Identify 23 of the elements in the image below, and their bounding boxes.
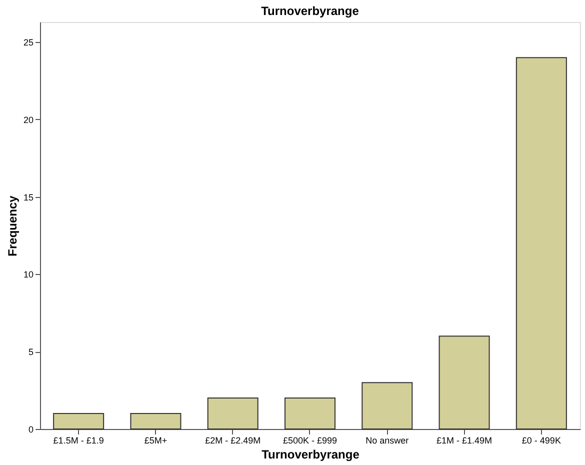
bar [130, 413, 182, 430]
x-tick-label: £0 - 499K [522, 436, 561, 446]
y-axis-title: Frequency [5, 195, 20, 256]
bar [516, 57, 567, 430]
x-axis-title: Turnoverbyrange [262, 448, 360, 462]
bar [284, 398, 336, 430]
x-tick-label: £2M - £2.49M [205, 436, 261, 446]
y-tick-label: 0 [28, 424, 34, 434]
x-tick-label: £1.5M - £1.9 [53, 436, 104, 446]
bar [207, 398, 258, 430]
bar [438, 336, 490, 430]
chart-title: Turnoverbyrange [261, 4, 360, 18]
bar [53, 413, 104, 430]
x-tick-label: £500K - £999 [282, 436, 338, 446]
y-tick-label: 5 [28, 347, 34, 358]
y-tick-label: 10 [23, 270, 34, 280]
y-tick-label: 25 [23, 38, 34, 48]
x-tick-label: £1M - £1.49M [436, 436, 492, 446]
bar [362, 382, 413, 430]
x-tick-label: No answer [366, 436, 409, 446]
y-tick-label: 15 [23, 192, 34, 202]
y-tick-label: 20 [23, 114, 34, 125]
x-tick-label: £5M+ [144, 436, 168, 446]
